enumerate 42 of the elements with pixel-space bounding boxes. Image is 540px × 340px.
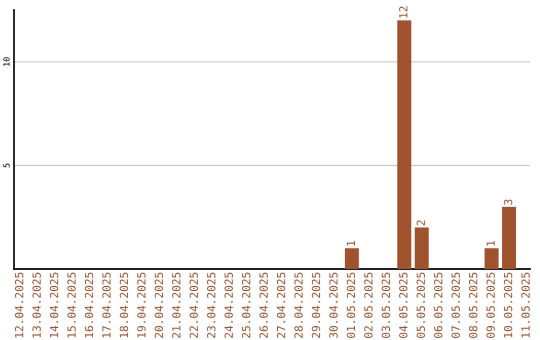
x-tick-label: 27.04.2025 bbox=[276, 272, 286, 338]
x-tick-label: 02.05.2025 bbox=[364, 272, 373, 338]
x-tick-label: 07.05.2025 bbox=[452, 272, 460, 338]
x-tick-label: 22.04.2025 bbox=[190, 272, 198, 338]
bar bbox=[414, 228, 429, 269]
x-tick-label: 18.04.2025 bbox=[120, 272, 128, 338]
x-tick-label: 26.04.2025 bbox=[259, 272, 268, 338]
x-tick-label: 25.04.2025 bbox=[242, 272, 250, 338]
data-label: 2 bbox=[416, 220, 425, 226]
x-tick-label: 05.05.2025 bbox=[416, 272, 425, 338]
data-label: 1 bbox=[346, 240, 355, 246]
x-tick-label: 09.05.2025 bbox=[486, 272, 495, 338]
x-tick-label: 30.04.2025 bbox=[329, 272, 338, 338]
x-tick-label: 08.05.2025 bbox=[468, 272, 478, 338]
x-tick-label: 19.04.2025 bbox=[137, 272, 146, 338]
x-tick-label: 20.04.2025 bbox=[154, 272, 164, 338]
x-tick-label: 03.05.2025 bbox=[382, 272, 390, 338]
x-tick-label: 28.04.2025 bbox=[294, 272, 303, 338]
bar bbox=[344, 248, 359, 269]
x-tick-label: 04.05.2025 bbox=[399, 272, 408, 338]
bar bbox=[502, 206, 516, 269]
x-tick-label: 24.04.2025 bbox=[224, 272, 233, 338]
x-tick-label: 21.04.2025 bbox=[172, 272, 181, 338]
x-tick-label: 06.05.2025 bbox=[434, 272, 442, 338]
data-label: 12 bbox=[399, 6, 408, 18]
x-tick-label: 11.05.2025 bbox=[521, 272, 530, 338]
x-tick-label: 13.04.2025 bbox=[32, 272, 41, 338]
y-tick-label: 5 bbox=[3, 164, 10, 168]
bar bbox=[397, 20, 412, 269]
x-tick-label: 23.04.2025 bbox=[207, 272, 216, 338]
x-tick-label: 01.05.2025 bbox=[346, 272, 356, 338]
x-tick-label: 15.04.2025 bbox=[67, 272, 76, 338]
x-tick-label: 17.04.2025 bbox=[102, 272, 111, 338]
x-tick-label: 14.04.2025 bbox=[50, 272, 58, 338]
bar bbox=[484, 248, 499, 269]
x-tick-label: 12.04.2025 bbox=[14, 272, 24, 338]
x-tick-label: 16.04.2025 bbox=[84, 272, 94, 338]
x-tick-label: 10.05.2025 bbox=[504, 272, 512, 338]
y-tick-label: 10 bbox=[3, 57, 10, 66]
data-label: 3 bbox=[504, 200, 512, 205]
data-label: 1 bbox=[486, 240, 495, 246]
x-tick-label: 29.04.2025 bbox=[312, 272, 320, 338]
